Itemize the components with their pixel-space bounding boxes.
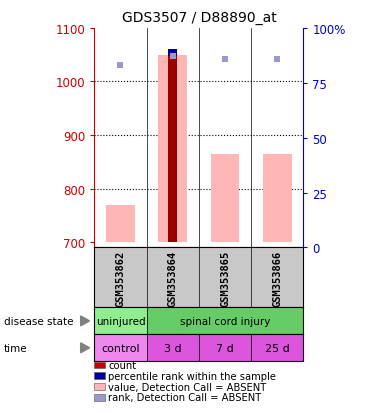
Bar <box>94 335 147 361</box>
Bar <box>263 154 292 242</box>
Text: GSM353865: GSM353865 <box>220 250 230 306</box>
Bar <box>147 308 303 335</box>
Text: 7 d: 7 d <box>216 343 234 353</box>
Text: control: control <box>101 343 140 353</box>
Bar <box>168 50 178 242</box>
Title: GDS3507 / D88890_at: GDS3507 / D88890_at <box>121 11 276 25</box>
Bar <box>106 205 135 242</box>
Text: uninjured: uninjured <box>96 316 145 326</box>
Bar <box>251 335 303 361</box>
Text: GSM353866: GSM353866 <box>272 250 282 306</box>
Text: spinal cord injury: spinal cord injury <box>180 316 270 326</box>
Text: percentile rank within the sample: percentile rank within the sample <box>108 371 276 381</box>
Text: 25 d: 25 d <box>265 343 290 353</box>
Text: value, Detection Call = ABSENT: value, Detection Call = ABSENT <box>108 382 267 392</box>
Bar <box>168 50 178 57</box>
Text: disease state: disease state <box>4 316 73 326</box>
Text: GSM353862: GSM353862 <box>115 250 125 306</box>
Text: rank, Detection Call = ABSENT: rank, Detection Call = ABSENT <box>108 392 262 402</box>
Bar <box>211 154 239 242</box>
Text: time: time <box>4 343 27 353</box>
Bar <box>147 335 199 361</box>
Text: count: count <box>108 360 137 370</box>
Text: GSM353864: GSM353864 <box>168 250 178 306</box>
Bar <box>94 308 147 335</box>
Text: 3 d: 3 d <box>164 343 182 353</box>
Bar <box>199 335 251 361</box>
Bar <box>158 56 187 242</box>
